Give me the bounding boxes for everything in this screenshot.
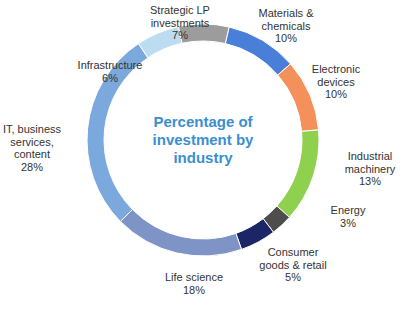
category-label: Infrastructure <box>78 59 143 71</box>
category-label: investments <box>151 17 210 29</box>
value-label: 3% <box>340 217 356 229</box>
category-label: Life science <box>165 271 223 283</box>
chart-svg: Percentage ofinvestment byindustry Materi… <box>0 0 410 314</box>
category-label: Strategic LP <box>150 4 210 16</box>
chart-container: Percentage ofinvestment byindustry Materi… <box>0 0 410 314</box>
category-label: goods & retail <box>259 259 326 271</box>
category-label: content <box>14 148 50 160</box>
category-label: Energy <box>331 204 366 216</box>
slice <box>277 130 319 217</box>
slice <box>120 210 241 256</box>
slice <box>236 219 274 250</box>
value-label: 10% <box>275 32 297 44</box>
category-label: Electronic <box>312 63 361 75</box>
value-label: 5% <box>285 271 301 283</box>
value-label: 28% <box>21 161 43 173</box>
title: industry <box>173 149 233 166</box>
category-label: Materials & <box>258 7 314 19</box>
value-label: 6% <box>102 72 118 84</box>
value-label: 18% <box>183 284 205 296</box>
category-label: devices <box>317 76 355 88</box>
category-label: Industrial <box>348 150 393 162</box>
category-label: Consumer <box>268 246 319 258</box>
title: investment by <box>153 131 255 148</box>
value-label: 10% <box>325 88 347 100</box>
category-label: machinery <box>345 163 396 175</box>
value-label: 7% <box>172 29 188 41</box>
category-label: chemicals <box>262 20 311 32</box>
category-label: services, <box>10 136 53 148</box>
title: Percentage of <box>153 113 253 130</box>
value-label: 13% <box>359 175 381 187</box>
category-label: IT, business <box>3 123 62 135</box>
